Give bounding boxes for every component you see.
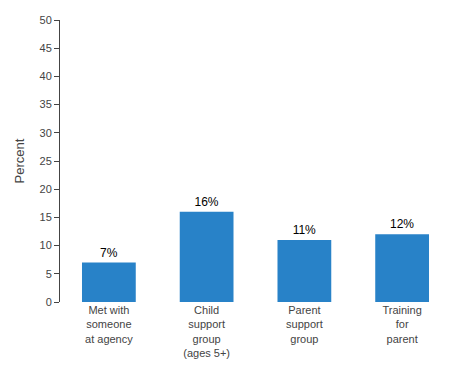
svg-text:Met withsomeoneat agency: Met withsomeoneat agency: [85, 304, 133, 345]
svg-text:20: 20: [40, 183, 52, 195]
svg-text:0: 0: [46, 296, 52, 308]
svg-text:45: 45: [40, 42, 52, 54]
svg-text:7%: 7%: [100, 246, 118, 260]
svg-text:30: 30: [40, 127, 52, 139]
svg-text:5: 5: [46, 268, 52, 280]
svg-text:35: 35: [40, 98, 52, 110]
svg-text:40: 40: [40, 70, 52, 82]
svg-text:15: 15: [40, 211, 52, 223]
svg-text:Parentsupportgroup: Parentsupportgroup: [286, 304, 323, 345]
svg-text:12%: 12%: [390, 217, 414, 231]
svg-text:16%: 16%: [194, 195, 218, 209]
svg-text:11%: 11%: [293, 223, 316, 237]
svg-text:Percent: Percent: [12, 138, 27, 183]
svg-text:25: 25: [40, 155, 52, 167]
svg-text:Childsupportgroup(ages 5+): Childsupportgroup(ages 5+): [183, 304, 230, 359]
svg-text:10: 10: [40, 239, 52, 251]
svg-text:50: 50: [40, 14, 52, 26]
svg-text:Trainingforparent: Trainingforparent: [382, 304, 421, 345]
